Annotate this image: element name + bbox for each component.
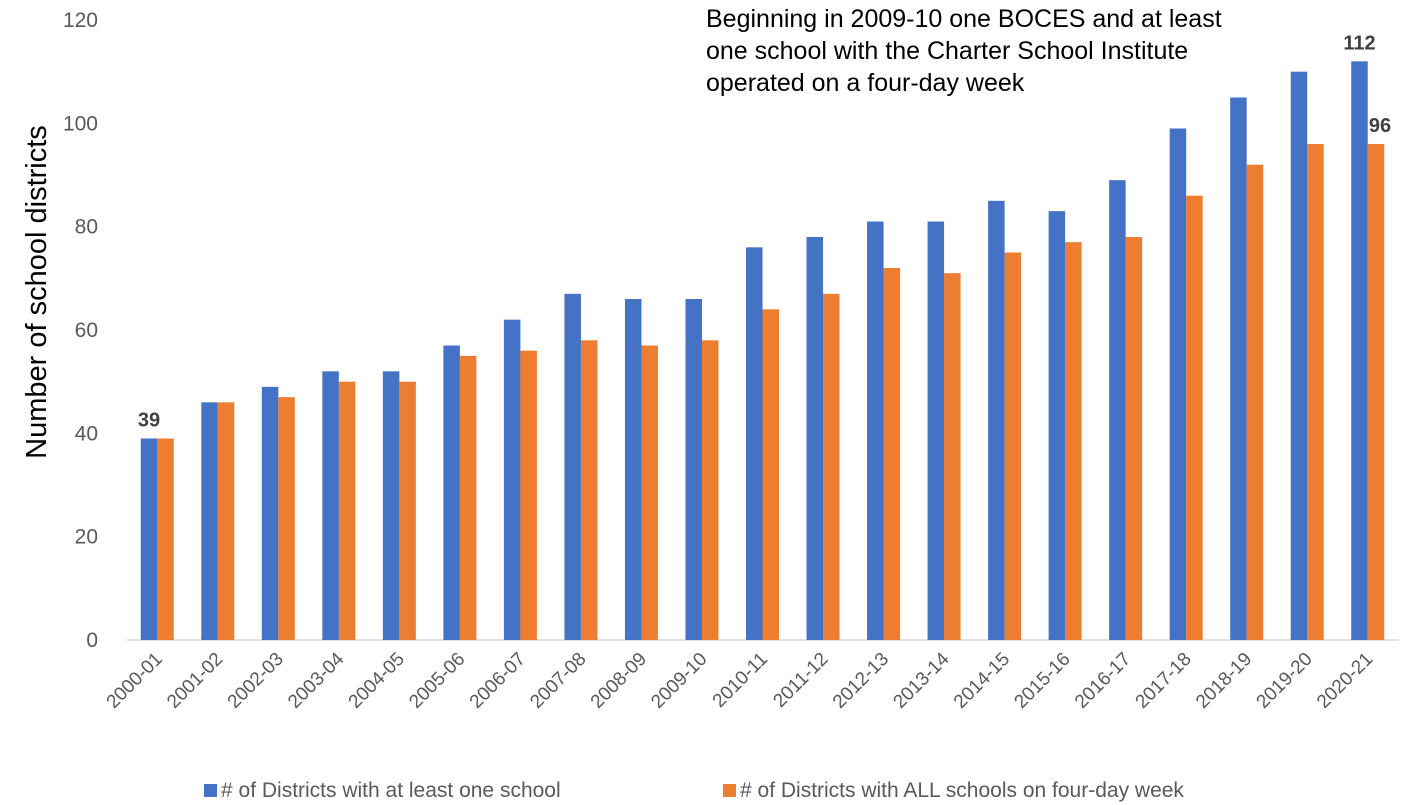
y-tick-label: 80: [75, 216, 98, 239]
legend-swatch: [204, 784, 217, 797]
bar-at-least-one-school: [261, 386, 279, 640]
x-tick-label: 2004-05: [345, 649, 409, 713]
bar-all-schools: [157, 438, 174, 640]
x-tick-label: 2012-13: [829, 649, 893, 713]
bar-at-least-one-school: [1290, 71, 1308, 640]
y-tick-label: 20: [75, 526, 98, 549]
bar-all-schools: [1367, 144, 1385, 640]
bars: [140, 61, 1385, 641]
x-tick-label: 2013-14: [889, 648, 953, 712]
x-tick-label: 2003-04: [284, 648, 348, 712]
bar-all-schools: [762, 309, 779, 640]
annotation-line: one school with the Charter School Insti…: [706, 37, 1188, 65]
x-tick-label: 2007-08: [526, 649, 590, 713]
y-tick-label: 0: [86, 629, 98, 652]
y-tick-label: 100: [63, 112, 98, 135]
x-tick-label: 2018-19: [1192, 649, 1256, 713]
x-axis-ticks: 2000-012001-022002-032003-042004-052005-…: [103, 648, 1378, 712]
bar-all-schools: [580, 340, 598, 640]
bar-all-schools: [823, 293, 840, 640]
bar-all-schools: [1004, 252, 1022, 640]
bar-all-schools: [1125, 237, 1143, 640]
x-tick-label: 2001-02: [163, 649, 227, 713]
bar-all-schools: [399, 381, 416, 640]
bar-all-schools: [883, 268, 901, 640]
bar-at-least-one-school: [322, 371, 339, 640]
bar-all-schools: [641, 345, 658, 640]
data-label: 39: [138, 410, 160, 432]
bar-at-least-one-school: [1169, 128, 1187, 640]
x-tick-label: 2019-20: [1253, 649, 1317, 713]
bar-at-least-one-school: [1230, 97, 1247, 640]
bar-at-least-one-school: [382, 371, 400, 640]
x-tick-label: 2006-07: [466, 649, 530, 713]
data-label: 112: [1343, 32, 1375, 54]
bar-at-least-one-school: [1351, 61, 1368, 641]
legend: # of Districts with at least one school #…: [204, 779, 1184, 802]
x-tick-label: 2000-01: [103, 649, 167, 713]
bar-all-schools: [278, 397, 295, 640]
bar-all-schools: [944, 273, 961, 640]
y-tick-label: 60: [75, 319, 98, 342]
x-tick-label: 2002-03: [224, 649, 288, 713]
bar-all-schools: [520, 350, 537, 640]
bar-all-schools: [1246, 164, 1264, 640]
x-tick-label: 2011-12: [769, 649, 832, 712]
bar-at-least-one-school: [201, 402, 218, 640]
y-tick-label: 120: [63, 9, 98, 32]
bar-at-least-one-school: [685, 299, 702, 640]
bar-at-least-one-school: [806, 237, 824, 640]
x-tick-label: 2017-18: [1132, 649, 1196, 713]
x-tick-label: 2016-17: [1071, 649, 1135, 713]
bar-at-least-one-school: [624, 299, 642, 640]
bar-at-least-one-school: [564, 293, 581, 640]
x-tick-label: 2009-10: [647, 649, 711, 713]
bar-at-least-one-school: [1048, 211, 1066, 640]
y-axis-label: Number of school districts: [21, 125, 53, 459]
bar-at-least-one-school: [988, 200, 1005, 641]
bar-all-schools: [459, 355, 477, 640]
x-tick-label: 2014-15: [950, 649, 1014, 713]
bar-all-schools: [217, 402, 235, 640]
x-tick-label: 2010-11: [709, 649, 772, 712]
bar-at-least-one-school: [503, 319, 521, 640]
bar-at-least-one-school: [867, 221, 884, 640]
bar-at-least-one-school: [1109, 180, 1126, 640]
y-axis-ticks: 0 20 40 60 80 100 120: [63, 9, 98, 652]
data-label: 96: [1369, 115, 1391, 137]
bar-all-schools: [701, 340, 719, 640]
y-tick-label: 40: [75, 422, 98, 445]
bar-all-schools: [1186, 195, 1203, 640]
bar-at-least-one-school: [140, 438, 158, 640]
x-tick-label: 2015-16: [1010, 649, 1074, 713]
bar-at-least-one-school: [443, 345, 460, 640]
x-tick-label: 2005-06: [405, 649, 469, 713]
bar-all-schools: [338, 381, 356, 640]
annotation-line: Beginning in 2009-10 one BOCES and at le…: [706, 5, 1222, 33]
annotation-line: operated on a four-day week: [706, 69, 1025, 97]
annotation: Beginning in 2009-10 one BOCES and at le…: [706, 5, 1222, 97]
legend-label: # of Districts with at least one school: [221, 779, 561, 802]
bar-all-schools: [1307, 144, 1324, 640]
legend-label: # of Districts with ALL schools on four-…: [740, 779, 1184, 802]
bar-at-least-one-school: [927, 221, 945, 640]
data-labels: 39 112 96: [138, 32, 1391, 431]
x-tick-label: 2020-21: [1313, 649, 1377, 713]
bar-all-schools: [1065, 242, 1082, 640]
bar-at-least-one-school: [746, 247, 763, 641]
x-tick-label: 2008-09: [587, 649, 651, 713]
legend-swatch: [723, 784, 736, 797]
